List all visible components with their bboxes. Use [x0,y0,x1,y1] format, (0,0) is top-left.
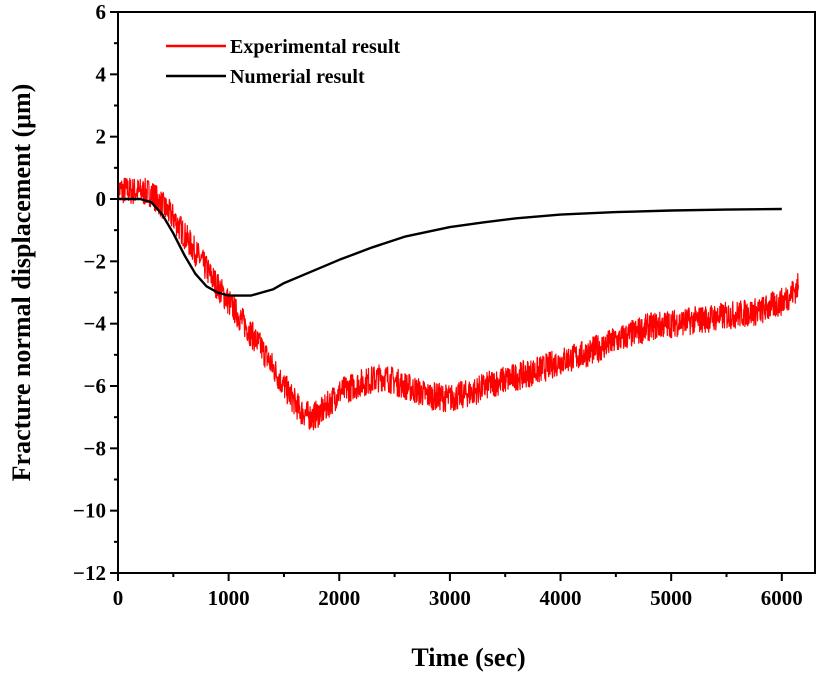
plot-series [117,177,799,431]
y-tick-label: −4 [84,312,107,336]
x-tick-label: 4000 [540,586,582,610]
y-axis-ticks: −12 −10 −8 −6 −4 −2 0 2 4 6 [73,0,118,585]
y-tick-label: 4 [96,62,107,86]
series-line-experimental [117,177,799,431]
plot-frame [117,11,816,574]
x-tick-label: 5000 [650,586,692,610]
legend: Experimental result Numerial result [166,36,401,88]
x-tick-label: 3000 [429,586,471,610]
x-tick-label: 6000 [761,586,803,610]
series-line-numerical [118,197,782,297]
y-tick-label: −12 [73,561,106,585]
x-tick-label: 1000 [208,586,250,610]
y-tick-label: 2 [96,125,107,149]
y-tick-label: −6 [84,374,106,398]
y-tick-label: −2 [84,249,106,273]
x-axis-title: Time (sec) [411,643,525,672]
x-tick-label: 2000 [318,586,360,610]
y-tick-label: −8 [84,436,106,460]
x-axis-ticks: 0 1000 2000 3000 4000 5000 6000 [113,573,803,610]
legend-label-experimental: Experimental result [230,36,401,58]
legend-label-numerical: Numerial result [230,66,365,88]
y-tick-label: 6 [96,0,107,24]
y-tick-label: −10 [73,499,106,523]
x-tick-label: 0 [113,586,124,610]
y-axis-title: Fracture normal displacement (μm) [7,84,36,482]
y-tick-label: 0 [96,187,107,211]
